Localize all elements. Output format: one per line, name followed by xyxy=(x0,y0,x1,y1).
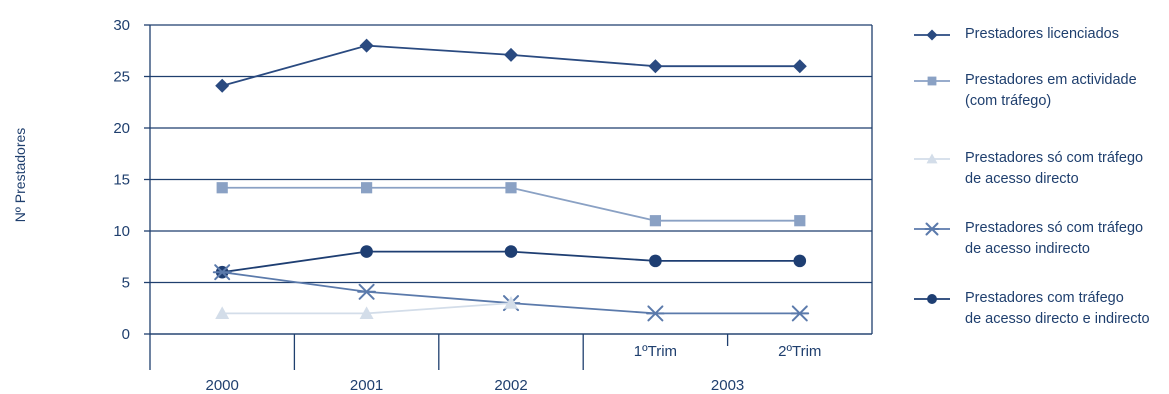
data-point-asterisk xyxy=(212,264,232,281)
data-point-square xyxy=(794,215,806,227)
legend-marker-square xyxy=(914,76,950,86)
x-year-label: 2000 xyxy=(206,377,239,394)
x-year-label: 2003 xyxy=(711,377,744,394)
x-year-label: 2002 xyxy=(494,377,527,394)
y-axis-label: Nº Prestadores xyxy=(12,127,28,223)
series-diamond xyxy=(215,38,807,93)
data-point-square xyxy=(505,182,517,194)
series-circle xyxy=(215,245,807,279)
x-quarter-label: 2ºTrim xyxy=(778,343,821,360)
y-tick-label: 25 xyxy=(113,69,130,86)
legend-label: Prestadores em actividade (com tráfego) xyxy=(965,72,1137,109)
data-point-circle xyxy=(504,245,518,258)
y-tick-label: 20 xyxy=(113,120,130,137)
legend-marker-diamond xyxy=(914,29,950,41)
data-point-asterisk xyxy=(646,305,665,322)
tick-labels: 0 5 10 15 20 25 30 2000 2001 2002 2003 1ºTrim 2ºTrim xyxy=(113,17,821,394)
data-point-square xyxy=(216,182,228,194)
data-point-circle xyxy=(793,254,807,268)
x-year-label: 2001 xyxy=(350,377,383,394)
data-point-diamond xyxy=(359,38,374,53)
legend-label: Prestadores com tráfego de acesso directo… xyxy=(965,290,1150,327)
data-point-square xyxy=(649,215,661,227)
data-point-circle xyxy=(649,254,662,268)
y-tick-label: 5 xyxy=(122,275,130,292)
series-layer xyxy=(212,38,810,322)
data-point-diamond xyxy=(792,59,807,74)
series-triangle xyxy=(215,296,518,319)
data-point-circle xyxy=(360,245,373,258)
data-point-asterisk xyxy=(790,305,810,322)
legend-marker-asterisk xyxy=(914,222,950,236)
data-point-triangle xyxy=(215,306,230,319)
series-square xyxy=(216,182,806,227)
legend-label: Prestadores só com tráfego de acesso indi… xyxy=(965,220,1144,257)
data-point-triangle xyxy=(504,296,518,309)
axes xyxy=(144,24,873,370)
legend-marker-circle xyxy=(914,294,950,304)
y-tick-label: 15 xyxy=(113,172,130,189)
y-tick-label: 0 xyxy=(122,326,130,343)
y-tick-label: 30 xyxy=(113,17,130,34)
legend-label: Prestadores só com tráfego de acesso dire… xyxy=(965,150,1144,187)
x-quarter-label: 1ºTrim xyxy=(634,343,677,360)
data-point-asterisk xyxy=(357,283,376,300)
data-point-diamond xyxy=(504,47,518,62)
data-point-triangle xyxy=(359,306,374,319)
gridlines xyxy=(150,24,872,335)
legend-marker-triangle xyxy=(914,153,950,164)
y-tick-label: 10 xyxy=(113,223,130,240)
data-point-diamond xyxy=(648,59,663,74)
legend-label: Prestadores licenciados xyxy=(965,26,1119,42)
data-point-square xyxy=(361,182,373,194)
series-asterisk xyxy=(212,264,810,322)
data-point-diamond xyxy=(215,78,230,93)
